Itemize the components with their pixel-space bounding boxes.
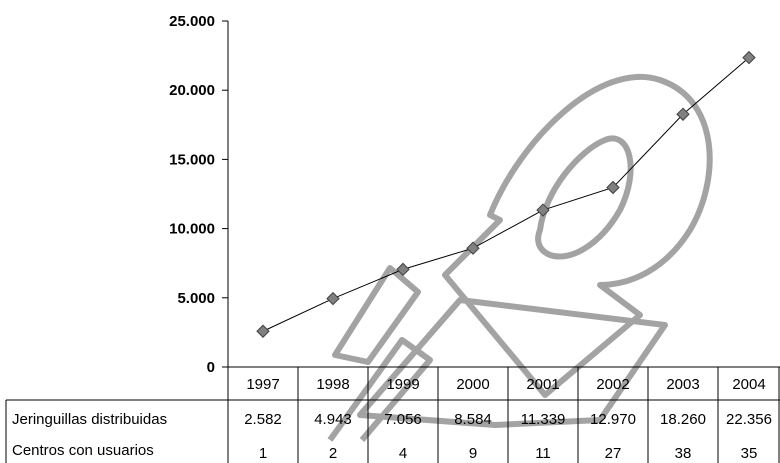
table-data-cell: 27 [605, 445, 622, 462]
data-point-marker [326, 291, 340, 306]
y-tick-label: 5.000 [177, 290, 215, 307]
table-data-cell: 4.943 [314, 411, 352, 428]
table-data-cell: 38 [675, 445, 692, 462]
table-data-cell: 11.339 [521, 411, 566, 428]
y-tick-label: 0 [207, 359, 215, 376]
table-data-cell: 9 [469, 445, 477, 462]
table-row-label: Jeringuillas distribuidas [12, 411, 167, 428]
x-category-label: 1998 [316, 376, 349, 393]
table-data-cell: 4 [399, 445, 407, 462]
data-point-marker [676, 107, 690, 121]
x-category-label: 2002 [596, 376, 629, 393]
y-tick-label: 20.000 [169, 82, 215, 99]
table-data-cell: 1 [259, 445, 267, 462]
data-point-marker [606, 180, 620, 195]
watermark-logo [327, 73, 713, 442]
data-point-marker [742, 50, 756, 65]
data-point-marker [466, 241, 480, 255]
y-tick-label: 15.000 [169, 151, 215, 168]
table-data-cell: 2 [329, 445, 337, 462]
data-point-marker [256, 324, 270, 338]
series-line [262, 57, 750, 332]
x-category-label: 2003 [666, 376, 699, 393]
x-category-label: 2001 [526, 376, 559, 393]
y-tick-label: 25.000 [169, 13, 215, 30]
y-tick-label: 10.000 [169, 221, 215, 238]
table-data-cell: 12.970 [590, 411, 636, 428]
x-category-label: 1999 [386, 376, 419, 393]
table-row-label: Centros con usuarios [12, 442, 154, 459]
table-data-cell: 7.056 [384, 411, 422, 428]
data-point-marker [396, 262, 410, 277]
table-data-cell: 35 [741, 445, 758, 462]
x-category-label: 1997 [246, 376, 279, 393]
table-data-cell: 11 [535, 445, 551, 462]
table-data-cell: 22.356 [726, 411, 772, 428]
data-point-marker [536, 203, 550, 217]
table-data-cell: 2.582 [244, 411, 282, 428]
x-category-label: 2004 [732, 376, 765, 393]
table-data-cell: 8.584 [454, 411, 492, 428]
x-category-label: 2000 [456, 376, 489, 393]
table-data-cell: 18.260 [660, 411, 706, 428]
